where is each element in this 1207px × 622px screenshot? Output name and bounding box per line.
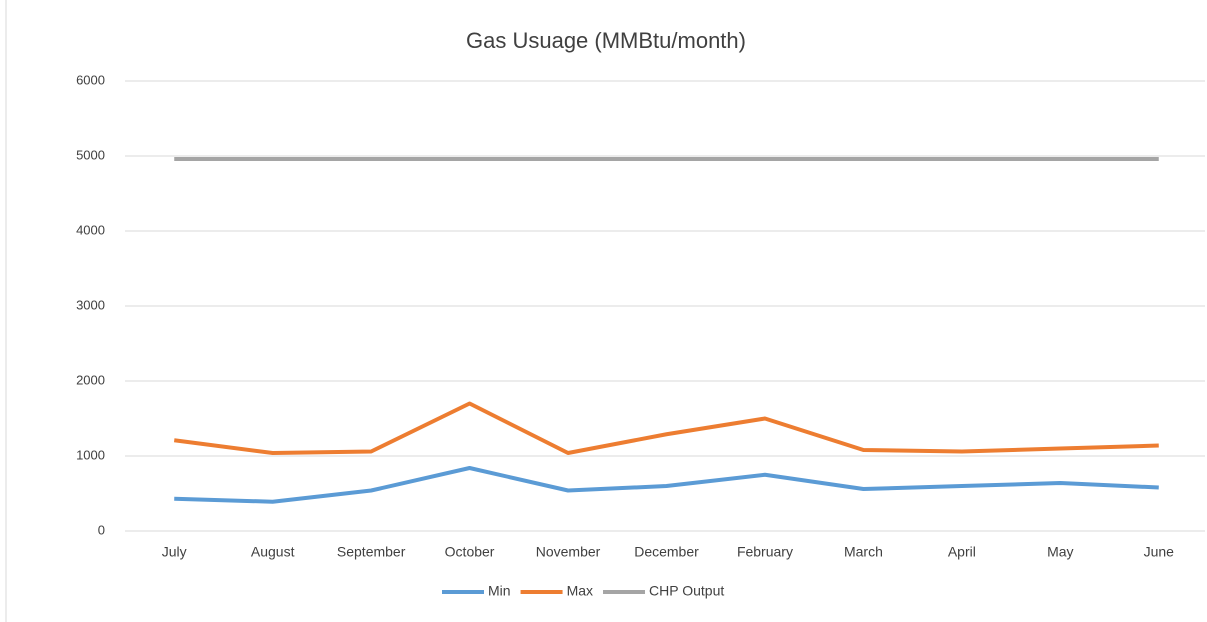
y-tick-label: 3000 [76, 297, 105, 312]
y-tick-label: 5000 [76, 147, 105, 162]
y-tick-label: 4000 [76, 222, 105, 237]
x-tick-label: June [1144, 544, 1175, 560]
x-tick-label: December [634, 544, 699, 560]
legend-label: Max [567, 583, 593, 599]
data-line [173, 401, 1159, 455]
data-line [174, 466, 1159, 504]
y-tick-label: 2000 [76, 372, 105, 387]
legend-label: CHP Output [649, 583, 724, 599]
chart-title: Gas Usuage (MMBtu/month) [466, 28, 746, 53]
x-tick-label: March [844, 544, 883, 560]
x-tick-label: May [1047, 544, 1073, 560]
x-tick-label: November [536, 544, 601, 560]
x-tick-label: February [737, 544, 793, 560]
x-tick-label: October [445, 544, 495, 560]
x-tick-label: September [337, 544, 406, 560]
x-tick-label: August [251, 544, 295, 560]
x-tick-label: April [948, 544, 976, 560]
y-tick-label: 0 [98, 522, 105, 537]
x-tick-label: July [162, 544, 187, 560]
y-tick-label: 1000 [76, 447, 105, 462]
legend-label: Min [488, 583, 511, 599]
y-tick-label: 6000 [76, 72, 105, 87]
